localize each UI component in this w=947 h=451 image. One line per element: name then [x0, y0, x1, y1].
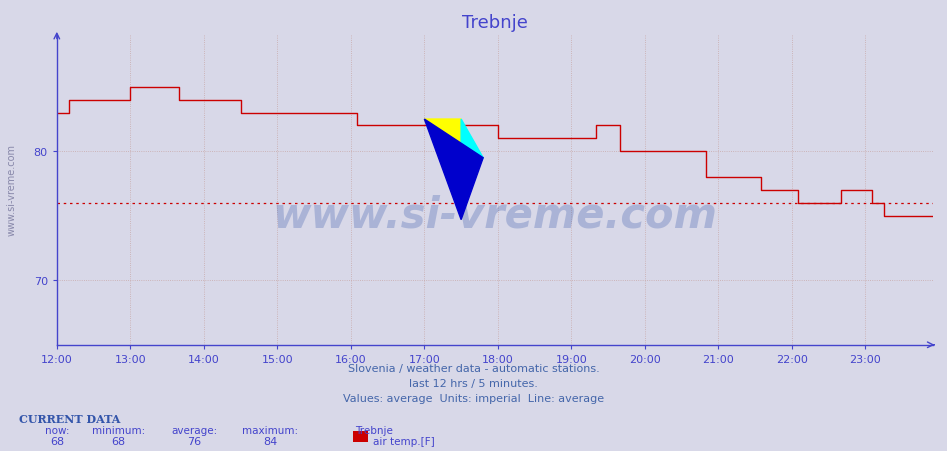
Text: average:: average: — [171, 425, 217, 435]
Text: 68: 68 — [112, 436, 125, 446]
Text: Values: average  Units: imperial  Line: average: Values: average Units: imperial Line: av… — [343, 393, 604, 403]
Text: www.si-vreme.com: www.si-vreme.com — [7, 143, 16, 235]
Text: Trebnje: Trebnje — [355, 425, 393, 435]
Text: air temp.[F]: air temp.[F] — [373, 436, 435, 446]
Text: CURRENT DATA: CURRENT DATA — [19, 413, 120, 423]
Text: 76: 76 — [188, 436, 201, 446]
Text: www.si-vreme.com: www.si-vreme.com — [273, 194, 717, 236]
Polygon shape — [424, 120, 483, 220]
Text: last 12 hrs / 5 minutes.: last 12 hrs / 5 minutes. — [409, 378, 538, 388]
Text: now:: now: — [45, 425, 69, 435]
Text: Slovenia / weather data - automatic stations.: Slovenia / weather data - automatic stat… — [348, 363, 599, 373]
Text: maximum:: maximum: — [241, 425, 298, 435]
Title: Trebnje: Trebnje — [462, 14, 527, 32]
Text: 84: 84 — [262, 436, 277, 446]
Text: minimum:: minimum: — [92, 425, 145, 435]
Text: 68: 68 — [50, 436, 63, 446]
Polygon shape — [424, 120, 461, 197]
Polygon shape — [461, 120, 483, 197]
